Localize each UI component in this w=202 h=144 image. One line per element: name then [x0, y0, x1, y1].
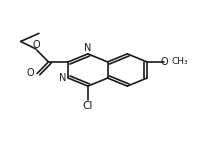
Text: N: N: [59, 73, 66, 83]
Text: Cl: Cl: [82, 101, 93, 111]
Text: N: N: [84, 43, 91, 53]
Text: O: O: [159, 57, 167, 67]
Text: O: O: [26, 68, 34, 78]
Text: O: O: [33, 40, 40, 50]
Text: CH₃: CH₃: [171, 57, 187, 66]
